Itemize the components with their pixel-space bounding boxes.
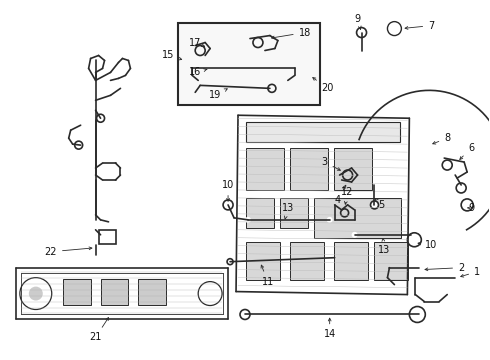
Bar	[334, 242, 368, 280]
Text: 20: 20	[313, 77, 334, 93]
Circle shape	[412, 237, 417, 243]
Bar	[334, 148, 371, 190]
Text: 13: 13	[378, 238, 391, 255]
Bar	[290, 242, 324, 280]
Text: 5: 5	[375, 199, 385, 210]
Text: 6: 6	[460, 143, 474, 159]
Bar	[98, 230, 117, 244]
Text: 10: 10	[418, 240, 438, 250]
Bar	[246, 122, 400, 142]
Text: 17: 17	[189, 37, 204, 48]
Text: 12: 12	[342, 187, 354, 204]
Bar	[178, 23, 319, 105]
Bar	[246, 242, 280, 280]
Circle shape	[392, 26, 397, 32]
Text: 7: 7	[405, 21, 435, 31]
Circle shape	[29, 287, 43, 301]
Text: 9: 9	[468, 203, 474, 213]
Text: 19: 19	[209, 89, 227, 100]
Text: 18: 18	[271, 28, 311, 39]
Circle shape	[408, 232, 415, 238]
Bar	[138, 279, 166, 305]
Text: 3: 3	[321, 157, 341, 170]
Bar	[100, 279, 128, 305]
Circle shape	[415, 311, 420, 318]
Circle shape	[327, 217, 333, 223]
Text: 11: 11	[261, 265, 274, 287]
Text: 16: 16	[189, 67, 207, 77]
Text: 13: 13	[282, 203, 294, 219]
Circle shape	[245, 217, 251, 223]
Bar	[246, 148, 284, 190]
Bar	[314, 198, 401, 238]
Text: 4: 4	[335, 185, 346, 205]
Bar	[290, 148, 328, 190]
Text: 22: 22	[45, 247, 92, 257]
Text: 2: 2	[425, 263, 465, 273]
Text: 9: 9	[354, 14, 361, 29]
Text: 21: 21	[89, 318, 108, 342]
Bar	[280, 198, 308, 228]
Text: 14: 14	[323, 318, 336, 339]
Text: 8: 8	[433, 133, 450, 144]
Text: 10: 10	[222, 180, 234, 201]
Bar	[374, 242, 408, 280]
Circle shape	[370, 201, 378, 209]
Circle shape	[465, 203, 469, 207]
Circle shape	[352, 232, 358, 238]
Text: 1: 1	[461, 267, 480, 277]
Bar	[246, 198, 274, 228]
Text: 15: 15	[162, 50, 182, 60]
Bar	[63, 279, 91, 305]
